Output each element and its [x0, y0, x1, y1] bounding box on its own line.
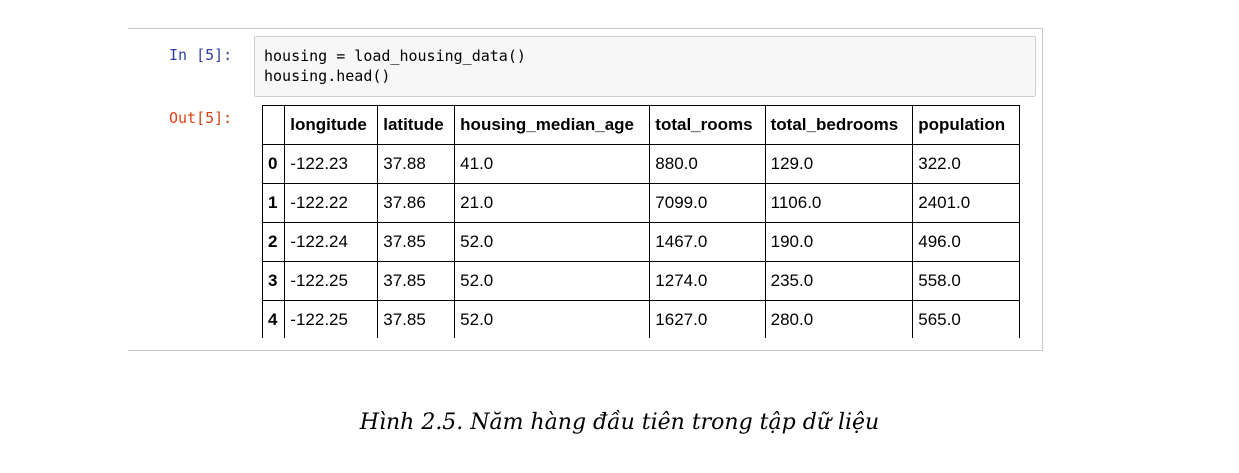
cell-total-bedrooms: 190.0: [764, 222, 914, 262]
cell-population: 565.0: [912, 300, 1020, 338]
table-row: 2 -122.24 37.85 52.0 1467.0 190.0 496.0: [262, 222, 1020, 262]
cell-housing-median-age: 41.0: [454, 144, 651, 184]
header-longitude: longitude: [284, 105, 379, 145]
cell-total-rooms: 1627.0: [649, 300, 766, 338]
cell-latitude: 37.86: [377, 183, 456, 223]
table-row: 4 -122.25 37.85 52.0 1627.0 280.0 565.0: [262, 300, 1020, 338]
dataframe-table: longitude latitude housing_median_age to…: [262, 105, 1020, 338]
cell-total-bedrooms: 280.0: [764, 300, 914, 338]
cell-longitude: -122.25: [284, 261, 379, 301]
table-row: 0 -122.23 37.88 41.0 880.0 129.0 322.0: [262, 144, 1020, 184]
row-index: 1: [262, 183, 286, 223]
header-total-rooms: total_rooms: [649, 105, 766, 145]
cell-population: 322.0: [912, 144, 1020, 184]
cell-latitude: 37.85: [377, 222, 456, 262]
output-prompt: Out[5]:: [169, 109, 233, 127]
cell-longitude: -122.25: [284, 300, 379, 338]
cell-total-rooms: 880.0: [649, 144, 766, 184]
cell-latitude: 37.85: [377, 261, 456, 301]
cell-housing-median-age: 52.0: [454, 222, 651, 262]
code-line-1: housing = load_housing_data(): [264, 47, 526, 65]
cell-total-rooms: 7099.0: [649, 183, 766, 223]
row-index: 4: [262, 300, 286, 338]
dataframe-output: longitude latitude housing_median_age to…: [262, 105, 1020, 338]
code-input-area[interactable]: housing = load_housing_data() housing.he…: [254, 36, 1036, 97]
cell-total-rooms: 1467.0: [649, 222, 766, 262]
input-prompt: In [5]:: [169, 46, 233, 64]
header-latitude: latitude: [377, 105, 456, 145]
figure-caption: Hình 2.5. Năm hàng đầu tiên trong tập dữ…: [359, 410, 880, 435]
cell-housing-median-age: 52.0: [454, 261, 651, 301]
cell-population: 2401.0: [912, 183, 1020, 223]
cell-total-bedrooms: 129.0: [764, 144, 914, 184]
table-row: 1 -122.22 37.86 21.0 7099.0 1106.0 2401.…: [262, 183, 1020, 223]
header-housing-median-age: housing_median_age: [454, 105, 651, 145]
cell-total-rooms: 1274.0: [649, 261, 766, 301]
table-header-row: longitude latitude housing_median_age to…: [262, 105, 1020, 145]
table-row: 3 -122.25 37.85 52.0 1274.0 235.0 558.0: [262, 261, 1020, 301]
header-total-bedrooms: total_bedrooms: [764, 105, 914, 145]
row-index: 2: [262, 222, 286, 262]
cell-total-bedrooms: 1106.0: [764, 183, 914, 223]
cell-latitude: 37.85: [377, 300, 456, 338]
cell-housing-median-age: 52.0: [454, 300, 651, 338]
cell-latitude: 37.88: [377, 144, 456, 184]
row-index: 0: [262, 144, 286, 184]
cell-longitude: -122.24: [284, 222, 379, 262]
row-index: 3: [262, 261, 286, 301]
cell-total-bedrooms: 235.0: [764, 261, 914, 301]
header-population: population: [912, 105, 1020, 145]
header-index: [262, 105, 286, 145]
cell-housing-median-age: 21.0: [454, 183, 651, 223]
cell-population: 496.0: [912, 222, 1020, 262]
code-line-2: housing.head(): [264, 67, 391, 85]
cell-population: 558.0: [912, 261, 1020, 301]
cell-longitude: -122.23: [284, 144, 379, 184]
cell-longitude: -122.22: [284, 183, 379, 223]
